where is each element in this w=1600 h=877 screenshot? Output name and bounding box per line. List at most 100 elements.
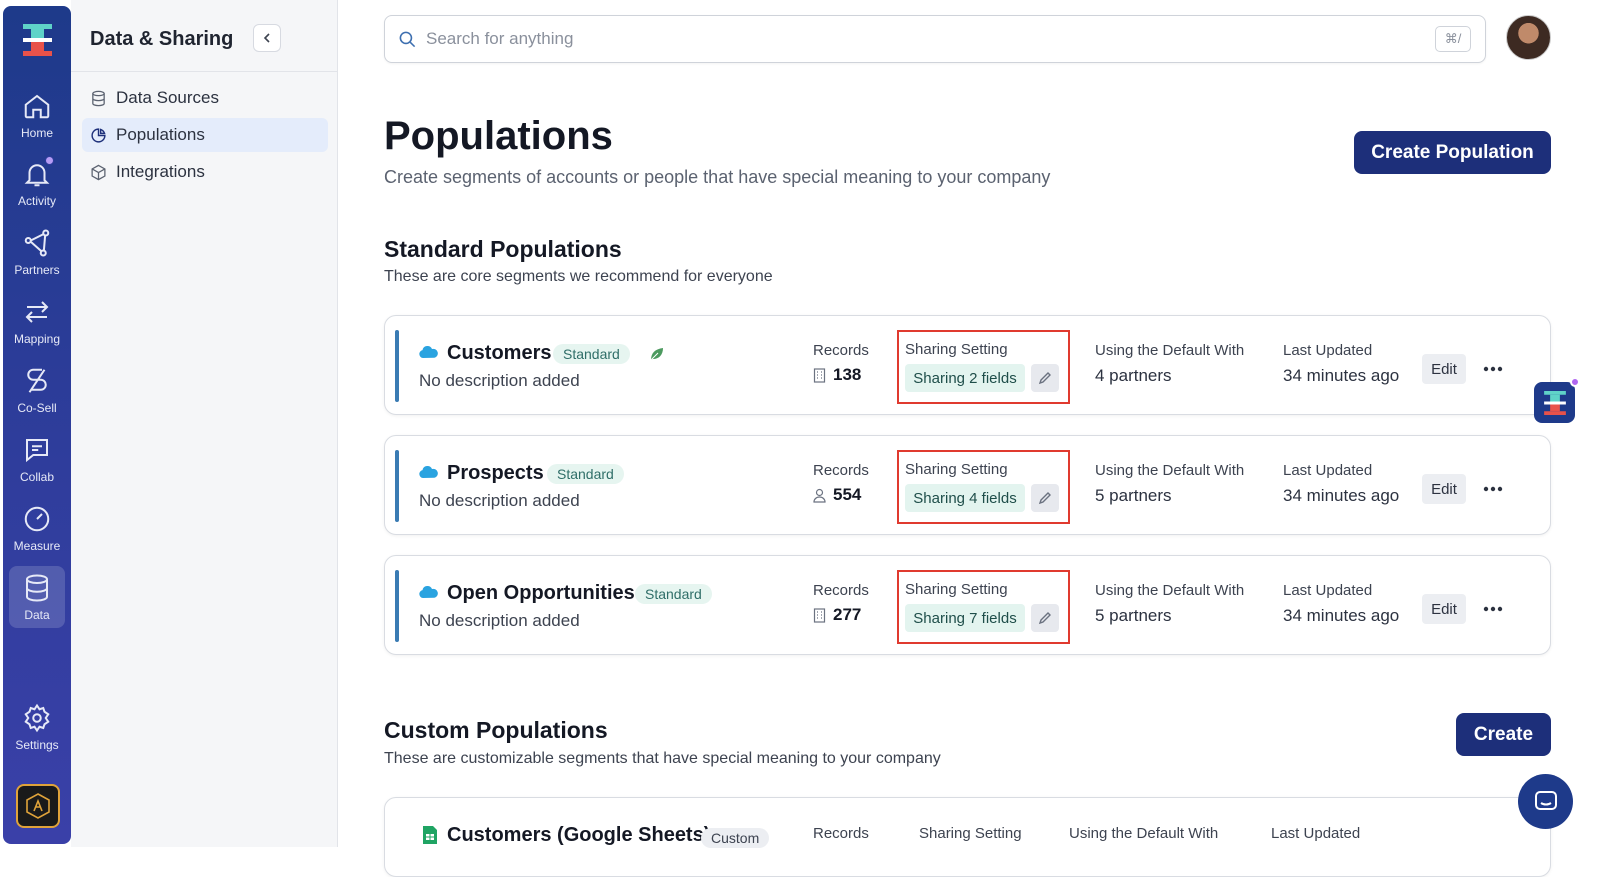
records-value: 138 (813, 365, 861, 385)
more-options-button[interactable] (1480, 594, 1506, 624)
edit-sharing-button[interactable] (1031, 364, 1059, 392)
rail-item-mapping[interactable]: Mapping (9, 290, 65, 352)
avatar[interactable] (1506, 15, 1551, 60)
database-icon (92, 90, 105, 106)
edit-button[interactable]: Edit (1422, 354, 1466, 384)
more-options-button[interactable] (1480, 474, 1506, 504)
last-updated-label: Last Updated (1271, 825, 1361, 842)
pencil-icon (1038, 492, 1051, 505)
edit-sharing-button[interactable] (1031, 604, 1059, 632)
rail-item-partners[interactable]: Partners (9, 221, 65, 283)
rail-label: Home (20, 125, 53, 140)
search-input[interactable] (426, 29, 1386, 49)
rail-label: Collab (19, 469, 55, 484)
records-value: 554 (813, 485, 861, 505)
org-badge[interactable] (16, 784, 60, 828)
rail-label: Co-Sell (17, 400, 57, 415)
gauge-icon (24, 506, 50, 531)
salesforce-cloud-icon (419, 466, 438, 478)
chat-bubble-icon (1534, 790, 1557, 810)
records-count: 277 (833, 605, 862, 624)
database-icon (26, 574, 48, 602)
partners-icon (24, 229, 50, 256)
records-value: 277 (813, 605, 861, 625)
population-name[interactable]: Customers (Google Sheets) (447, 824, 711, 846)
standard-tag: Standard (547, 464, 624, 484)
cosell-icon (27, 368, 47, 393)
pencil-icon (1038, 372, 1051, 385)
sharing-setting-highlight: Sharing Setting Sharing 2 fields (897, 330, 1070, 404)
last-updated-label: Last Updated (1283, 342, 1373, 359)
rail-item-home[interactable]: Home (9, 84, 65, 146)
edit-sharing-button[interactable] (1031, 484, 1059, 512)
standard-tag: Standard (553, 344, 630, 364)
app-logo[interactable] (23, 24, 52, 56)
rail-item-data[interactable]: Data (9, 566, 65, 628)
rail-item-co-sell[interactable]: Co-Sell (9, 359, 65, 421)
population-name[interactable]: Customers (447, 342, 552, 364)
rail-item-measure[interactable]: Measure (9, 497, 65, 559)
bell-icon (24, 163, 50, 186)
rail-label: Mapping (13, 331, 61, 346)
last-updated-value: 34 minutes ago (1283, 606, 1400, 625)
arrows-icon (25, 300, 49, 323)
sharing-label: Sharing Setting (919, 825, 1022, 842)
partners-count: 5 partners (1095, 606, 1172, 625)
sharing-label: Sharing Setting (905, 581, 1008, 598)
floating-app-widget[interactable] (1534, 377, 1580, 423)
more-icon (1483, 366, 1503, 372)
person-icon (813, 488, 826, 503)
partners-count: 5 partners (1095, 486, 1172, 505)
pencil-icon (1038, 612, 1051, 625)
rail-item-settings[interactable]: Settings (9, 696, 65, 758)
chat-launcher-button[interactable] (1518, 774, 1573, 829)
sharing-fields-pill[interactable]: Sharing 2 fields (905, 364, 1025, 392)
rail-label: Partners (14, 262, 60, 277)
sidebar-header: Data & Sharing (71, 0, 337, 72)
population-name[interactable]: Open Opportunities (447, 582, 635, 604)
population-description: No description added (419, 491, 580, 510)
sidebar-item-data-sources[interactable]: Data Sources (82, 81, 328, 115)
sidebar-item-integrations[interactable]: Integrations (82, 155, 328, 189)
sharing-label: Sharing Setting (905, 461, 1008, 478)
default-with-label: Using the Default With (1095, 582, 1245, 599)
search-bar[interactable]: ⌘/ (384, 15, 1486, 63)
sharing-setting-highlight: Sharing Setting Sharing 7 fields (897, 570, 1070, 644)
more-icon (1483, 486, 1503, 492)
org-logo-icon (26, 793, 50, 819)
rail-item-activity[interactable]: Activity (9, 152, 65, 214)
collapse-sidebar-button[interactable] (253, 24, 281, 52)
custom-section-subtitle: These are customizable segments that hav… (384, 750, 941, 767)
rail-item-collab[interactable]: Collab (9, 428, 65, 490)
edit-button[interactable]: Edit (1422, 474, 1466, 504)
more-options-button[interactable] (1480, 354, 1506, 384)
population-description: No description added (419, 611, 580, 630)
app-logo-icon (1543, 390, 1566, 415)
notification-dot (1570, 377, 1580, 387)
chat-icon (26, 438, 48, 462)
standard-section-title: Standard Populations (384, 236, 622, 262)
secondary-sidebar: Data & Sharing Data Sources Populations … (71, 0, 338, 847)
create-population-button[interactable]: Create Population (1354, 131, 1551, 174)
population-card-open-opportunities: Open Opportunities Standard No descripti… (384, 555, 1551, 655)
card-accent (395, 330, 399, 402)
last-updated-value: 34 minutes ago (1283, 366, 1400, 385)
cube-icon (91, 164, 106, 180)
sharing-fields-pill[interactable]: Sharing 4 fields (905, 484, 1025, 512)
rail-label: Activity (17, 193, 56, 208)
leaf-icon (650, 348, 663, 361)
sharing-fields-pill[interactable]: Sharing 7 fields (905, 604, 1025, 632)
records-count: 138 (833, 365, 862, 384)
create-custom-button[interactable]: Create (1456, 713, 1551, 756)
edit-button[interactable]: Edit (1422, 594, 1466, 624)
app-rail: Home Activity Partners Mapping Co-Sell C… (3, 6, 71, 844)
records-label: Records (813, 342, 869, 359)
default-with-label: Using the Default With (1069, 825, 1219, 842)
sidebar-item-populations[interactable]: Populations (82, 118, 328, 152)
chevron-left-icon (263, 33, 270, 43)
gear-icon (24, 703, 50, 732)
building-icon (813, 607, 826, 623)
page-subtitle: Create segments of accounts or people th… (384, 167, 1051, 187)
population-name[interactable]: Prospects (447, 462, 544, 484)
sharing-label: Sharing Setting (905, 341, 1008, 358)
